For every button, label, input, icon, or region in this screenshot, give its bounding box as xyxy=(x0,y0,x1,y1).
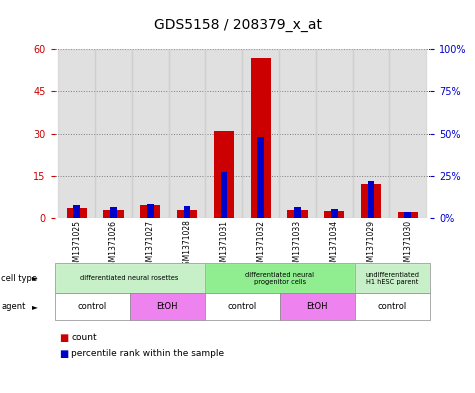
Bar xyxy=(352,49,390,218)
Bar xyxy=(398,213,418,218)
Text: cell type: cell type xyxy=(1,274,38,283)
Bar xyxy=(324,211,344,218)
Text: control: control xyxy=(378,302,407,311)
Bar xyxy=(184,206,190,218)
Bar xyxy=(169,49,206,218)
Text: EtOH: EtOH xyxy=(306,302,328,311)
Bar xyxy=(287,210,307,218)
Bar xyxy=(250,57,271,218)
Bar xyxy=(58,49,95,218)
Bar xyxy=(147,204,153,218)
Text: control: control xyxy=(228,302,257,311)
Text: ►: ► xyxy=(32,302,38,311)
Bar xyxy=(316,49,352,218)
Text: count: count xyxy=(71,334,97,342)
Text: ►: ► xyxy=(32,274,38,283)
Bar xyxy=(104,210,124,218)
Bar xyxy=(206,49,242,218)
Text: differentiated neural
progenitor cells: differentiated neural progenitor cells xyxy=(245,272,314,285)
Bar xyxy=(140,206,161,218)
Bar xyxy=(214,131,234,218)
Text: percentile rank within the sample: percentile rank within the sample xyxy=(71,349,224,358)
Bar xyxy=(279,49,316,218)
Bar xyxy=(66,208,87,218)
Bar xyxy=(177,210,197,218)
Text: ■: ■ xyxy=(59,333,68,343)
Text: differentiated neural rosettes: differentiated neural rosettes xyxy=(80,275,179,281)
Bar xyxy=(95,49,132,218)
Text: EtOH: EtOH xyxy=(156,302,178,311)
Bar xyxy=(331,209,338,218)
Bar xyxy=(132,49,169,218)
Bar xyxy=(73,206,80,218)
Text: agent: agent xyxy=(1,302,26,311)
Bar xyxy=(405,212,411,218)
Bar xyxy=(257,137,264,218)
Bar xyxy=(368,181,374,218)
Bar xyxy=(242,49,279,218)
Bar xyxy=(390,49,426,218)
Text: control: control xyxy=(77,302,107,311)
Text: ■: ■ xyxy=(59,349,68,359)
Text: undifferentiated
H1 hESC parent: undifferentiated H1 hESC parent xyxy=(365,272,419,285)
Bar xyxy=(361,184,381,218)
Bar xyxy=(110,207,117,218)
Bar xyxy=(294,207,301,218)
Bar xyxy=(220,173,227,218)
Text: GDS5158 / 208379_x_at: GDS5158 / 208379_x_at xyxy=(153,18,322,32)
